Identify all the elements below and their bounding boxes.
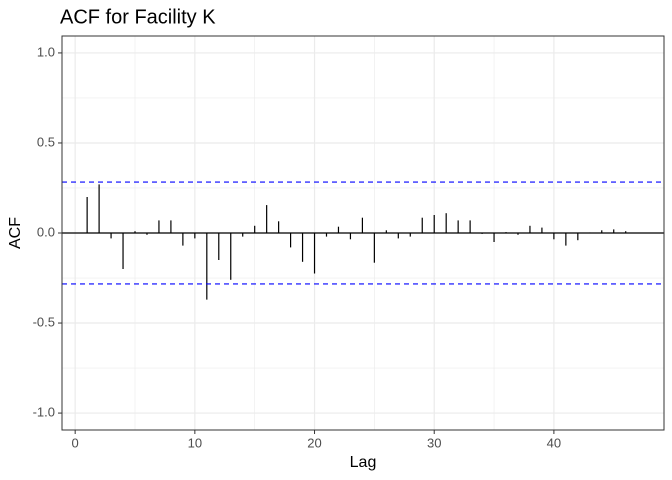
x-tick-label: 20	[307, 435, 321, 450]
y-axis-label: ACF	[7, 217, 24, 249]
y-tick-label: 0.5	[37, 134, 55, 149]
x-tick-label: 40	[547, 435, 561, 450]
x-tick-label: 0	[72, 435, 79, 450]
panel-border	[61, 35, 665, 431]
x-axis-label: Lag	[350, 454, 377, 471]
chart-title: ACF for Facility K	[60, 6, 216, 28]
y-tick-label: 0.0	[37, 224, 55, 239]
y-tick-label: 1.0	[37, 44, 55, 59]
y-tick-label: -0.5	[33, 314, 55, 329]
x-tick-label: 30	[427, 435, 441, 450]
x-tick-label: 10	[188, 435, 202, 450]
y-tick-label: -1.0	[33, 405, 55, 420]
